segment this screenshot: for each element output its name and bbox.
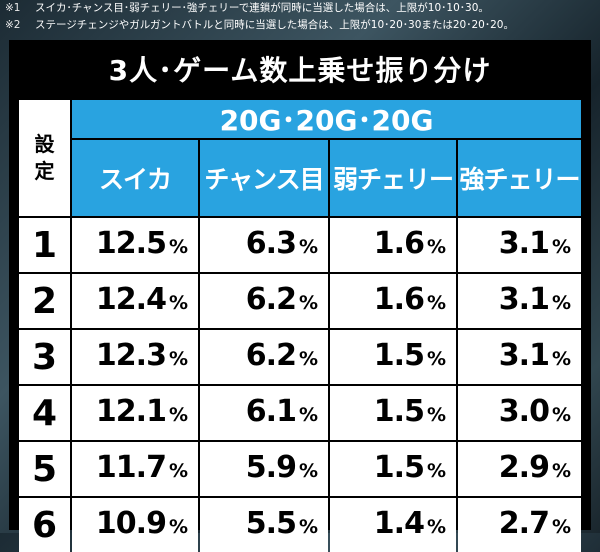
allocation-table: 3人･ゲーム数上乗せ振り分け 設 定 20G･20G･20G スイカ チャンス目… bbox=[9, 40, 591, 552]
setting-number: 1 bbox=[19, 218, 70, 272]
percent-sign: % bbox=[298, 460, 318, 482]
percent-sign: % bbox=[551, 348, 571, 370]
table-cell: 5.5% bbox=[200, 498, 328, 552]
table-cell: 10.9% bbox=[72, 498, 198, 552]
setting-number: 2 bbox=[19, 274, 70, 328]
table-cell: 12.5% bbox=[72, 218, 198, 272]
cell-value: 3.1 bbox=[498, 282, 550, 317]
table-cell: 12.4% bbox=[72, 274, 198, 328]
cell-value: 6.1 bbox=[245, 394, 297, 429]
percent-sign: % bbox=[426, 460, 446, 482]
cell-value: 6.3 bbox=[245, 226, 297, 261]
cell-value: 1.4 bbox=[373, 506, 425, 541]
footnotes: ※1 スイカ･チャンス目･弱チェリー･強チェリーで連鎖が同時に当選した場合は、上… bbox=[5, 0, 597, 34]
cell-value: 12.5 bbox=[95, 226, 167, 261]
table-cell: 3.1% bbox=[458, 274, 581, 328]
cell-value: 12.1 bbox=[95, 394, 167, 429]
table-cell: 12.1% bbox=[72, 386, 198, 440]
footnote-text: スイカ･チャンス目･弱チェリー･強チェリーで連鎖が同時に当選した場合は、上限が1… bbox=[35, 2, 489, 14]
percent-sign: % bbox=[426, 404, 446, 426]
cell-value: 1.6 bbox=[373, 282, 425, 317]
percent-sign: % bbox=[168, 404, 188, 426]
game-count-header: 20G･20G･20G bbox=[72, 100, 581, 138]
table-cell: 1.6% bbox=[330, 274, 456, 328]
percent-sign: % bbox=[298, 516, 318, 538]
table-cell: 1.5% bbox=[330, 442, 456, 496]
cell-value: 1.6 bbox=[373, 226, 425, 261]
cell-value: 1.5 bbox=[373, 338, 425, 373]
table-cell: 3.1% bbox=[458, 218, 581, 272]
table-cell: 1.5% bbox=[330, 386, 456, 440]
cell-value: 6.2 bbox=[245, 338, 297, 373]
table-cell: 2.9% bbox=[458, 442, 581, 496]
cell-value: 3.0 bbox=[498, 394, 550, 429]
percent-sign: % bbox=[426, 292, 446, 314]
table-cell: 3.0% bbox=[458, 386, 581, 440]
percent-sign: % bbox=[426, 236, 446, 258]
percent-sign: % bbox=[426, 516, 446, 538]
percent-sign: % bbox=[551, 236, 571, 258]
cell-value: 12.3 bbox=[95, 338, 167, 373]
setting-number: 3 bbox=[19, 330, 70, 384]
percent-sign: % bbox=[551, 460, 571, 482]
cell-value: 5.5 bbox=[245, 506, 297, 541]
percent-sign: % bbox=[168, 292, 188, 314]
setting-label-char: 設 bbox=[34, 132, 55, 156]
table-cell: 5.9% bbox=[200, 442, 328, 496]
cell-value: 10.9 bbox=[95, 506, 167, 541]
table-cell: 2.7% bbox=[458, 498, 581, 552]
percent-sign: % bbox=[298, 404, 318, 426]
cell-value: 11.7 bbox=[95, 450, 167, 485]
table-cell: 11.7% bbox=[72, 442, 198, 496]
percent-sign: % bbox=[168, 516, 188, 538]
table-cell: 12.3% bbox=[72, 330, 198, 384]
cell-value: 1.5 bbox=[373, 394, 425, 429]
column-header-strong-cherry: 強チェリー bbox=[458, 140, 581, 216]
cell-value: 6.2 bbox=[245, 282, 297, 317]
table-cell: 1.4% bbox=[330, 498, 456, 552]
table-cell: 3.1% bbox=[458, 330, 581, 384]
cell-value: 5.9 bbox=[245, 450, 297, 485]
setting-number: 6 bbox=[19, 498, 70, 552]
percent-sign: % bbox=[551, 516, 571, 538]
cell-value: 2.7 bbox=[498, 506, 550, 541]
column-header-weak-cherry: 弱チェリー bbox=[330, 140, 456, 216]
percent-sign: % bbox=[551, 292, 571, 314]
setting-number: 4 bbox=[19, 386, 70, 440]
cell-value: 3.1 bbox=[498, 338, 550, 373]
percent-sign: % bbox=[298, 292, 318, 314]
table-cell: 6.1% bbox=[200, 386, 328, 440]
footnote-2: ※2 ステージチェンジやガルガントバトルと同時に当選した場合は、上限が10･20… bbox=[5, 17, 597, 34]
column-header-chance-me: チャンス目 bbox=[200, 140, 328, 216]
setting-label-char: 定 bbox=[34, 159, 55, 183]
setting-column-header: 設 定 bbox=[19, 100, 70, 216]
table-cell: 6.2% bbox=[200, 330, 328, 384]
table-cell: 6.3% bbox=[200, 218, 328, 272]
cell-value: 2.9 bbox=[498, 450, 550, 485]
percent-sign: % bbox=[168, 236, 188, 258]
table-cell: 1.5% bbox=[330, 330, 456, 384]
footnote-1: ※1 スイカ･チャンス目･弱チェリー･強チェリーで連鎖が同時に当選した場合は、上… bbox=[5, 0, 597, 17]
percent-sign: % bbox=[298, 348, 318, 370]
percent-sign: % bbox=[551, 404, 571, 426]
percent-sign: % bbox=[168, 348, 188, 370]
percent-sign: % bbox=[426, 348, 446, 370]
cell-value: 12.4 bbox=[95, 282, 167, 317]
footnote-mark: ※2 bbox=[5, 19, 21, 31]
table-title: 3人･ゲーム数上乗せ振り分け bbox=[108, 54, 492, 87]
cell-value: 3.1 bbox=[498, 226, 550, 261]
cell-value: 1.5 bbox=[373, 450, 425, 485]
setting-number: 5 bbox=[19, 442, 70, 496]
percent-sign: % bbox=[298, 236, 318, 258]
table-cell: 6.2% bbox=[200, 274, 328, 328]
column-header-suika: スイカ bbox=[72, 140, 198, 216]
footnote-text: ステージチェンジやガルガントバトルと同時に当選した場合は、上限が10･20･30… bbox=[35, 19, 514, 31]
table-cell: 1.6% bbox=[330, 218, 456, 272]
percent-sign: % bbox=[168, 460, 188, 482]
footnote-mark: ※1 bbox=[5, 2, 21, 14]
